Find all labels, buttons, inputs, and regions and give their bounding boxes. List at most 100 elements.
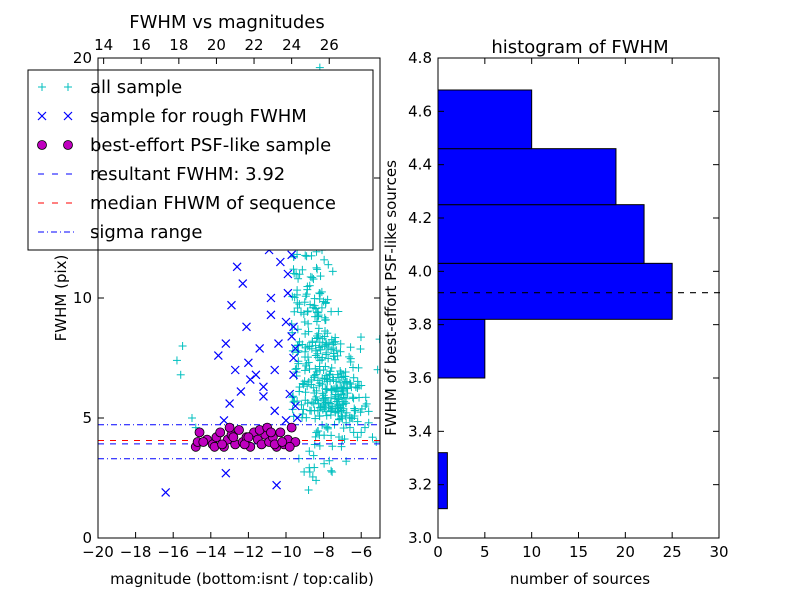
all-sample-point [313, 265, 322, 274]
all-sample-point [312, 317, 321, 326]
all-sample-point [306, 272, 315, 281]
rough-sample-point-b [225, 399, 235, 409]
rough-sample-point-b [290, 343, 300, 353]
hist-x-tick-label: 5 [480, 543, 490, 561]
all-sample-point [326, 411, 335, 420]
rough-sample-point [281, 317, 291, 327]
all-sample-point [301, 251, 310, 260]
all-sample-point [348, 393, 357, 402]
all-sample-point [321, 362, 330, 371]
all-sample-point [330, 394, 339, 403]
all-sample-point [289, 265, 298, 274]
all-sample-point [295, 383, 304, 392]
all-sample-point [309, 399, 318, 408]
scatter-legend: all sample sample for rough FWHM best-effo… [27, 69, 374, 251]
all-sample-point [323, 375, 332, 384]
legend-circle [63, 140, 73, 150]
all-sample-point [320, 313, 329, 322]
all-sample-point [338, 414, 347, 422]
legend-label: best-effort PSF-like sample [90, 135, 331, 156]
all-sample-point [315, 412, 324, 421]
all-sample-point [362, 399, 371, 408]
histogram-bars [437, 89, 723, 510]
hist-y-tick-label: 4.4 [408, 156, 432, 174]
all-sample-point [356, 333, 365, 342]
all-sample-point [349, 394, 358, 403]
rough-sample-point-b [289, 353, 298, 363]
all-sample-point [338, 435, 347, 444]
all-sample-point [320, 255, 329, 264]
legend-circle [37, 140, 47, 150]
rough-sample-point-b [221, 339, 231, 349]
all-sample-point [302, 252, 311, 261]
scatter-ylabel: FWHM (pix) [52, 255, 70, 342]
all-sample-point [302, 413, 311, 422]
rough-sample-point-b [245, 375, 255, 385]
all-sample-point [293, 298, 302, 307]
hist-y-tick-label: 4.8 [408, 49, 432, 67]
all-sample-point [346, 414, 355, 423]
rough-sample-point-b [274, 339, 283, 349]
rough-sample-point-b [219, 415, 229, 425]
all-sample-point [334, 307, 343, 316]
x-tick-label: −6 [350, 543, 372, 561]
all-sample-point [361, 393, 370, 402]
all-sample-point [346, 357, 355, 366]
psf-sample-point [277, 437, 288, 447]
top-tick-label: 16 [132, 36, 151, 54]
psf-sample-point [194, 427, 205, 438]
all-sample-point [372, 438, 380, 446]
all-sample-point [308, 472, 317, 481]
rough-sample-point-b [289, 322, 298, 332]
rough-sample-point [270, 406, 280, 416]
psf-sample-point [224, 422, 235, 433]
all-sample-point [315, 338, 324, 347]
rough-sample-point [161, 487, 171, 497]
all-sample-point [364, 407, 373, 416]
all-sample-point [324, 344, 333, 353]
scatter-axes-ticks: −20−18−16−14−12−10−8−6051015201416182022… [73, 36, 380, 561]
all-sample-point [312, 428, 321, 437]
all-sample-point [333, 351, 342, 360]
rough-sample-point-b [161, 487, 171, 497]
top-tick-label: 20 [207, 36, 226, 54]
rough-sample-point [287, 331, 297, 341]
rough-sample-point-b [287, 250, 297, 260]
hist-y-tick-label: 3.4 [408, 422, 432, 440]
all-sample-point [356, 345, 365, 354]
all-sample-point [300, 467, 309, 476]
rough-sample-point-b [289, 370, 298, 380]
all-sample-point [312, 476, 321, 485]
all-sample-point [327, 393, 336, 402]
all-sample-point [303, 399, 312, 408]
all-sample-point [315, 403, 324, 412]
histogram-bar [437, 89, 533, 150]
right-frame-outline [437, 57, 720, 539]
top-tick-label: 24 [282, 36, 301, 54]
all-sample-point [321, 398, 330, 407]
all-sample-point [338, 400, 347, 409]
all-sample-point [326, 399, 335, 408]
all-sample-point [317, 303, 326, 312]
rough-sample-point-b [221, 468, 231, 478]
all-sample-point [297, 308, 306, 317]
rough-sample-point [259, 382, 268, 392]
all-sample-point [322, 350, 331, 359]
rough-sample-point-b [283, 288, 293, 298]
rough-sample-point-b [242, 322, 251, 332]
rough-sample-point-b [259, 391, 268, 401]
all-sample-point [323, 424, 332, 433]
all-sample-point [328, 267, 337, 276]
legend-x-b [37, 111, 47, 121]
x-tick-label: −10 [270, 543, 302, 561]
legend-label: sample for rough FWHM [90, 106, 307, 127]
rough-sample-point [236, 387, 246, 397]
hist-y-tick-label: 3.2 [408, 476, 432, 494]
rough-sample-point [287, 250, 297, 260]
histogram-bar [437, 262, 673, 320]
all-sample-point [300, 366, 309, 375]
hist-y-tick-label: 4.0 [408, 262, 432, 280]
all-sample-point [357, 428, 366, 437]
all-sample-point [313, 308, 322, 317]
all-sample-point [336, 347, 345, 356]
